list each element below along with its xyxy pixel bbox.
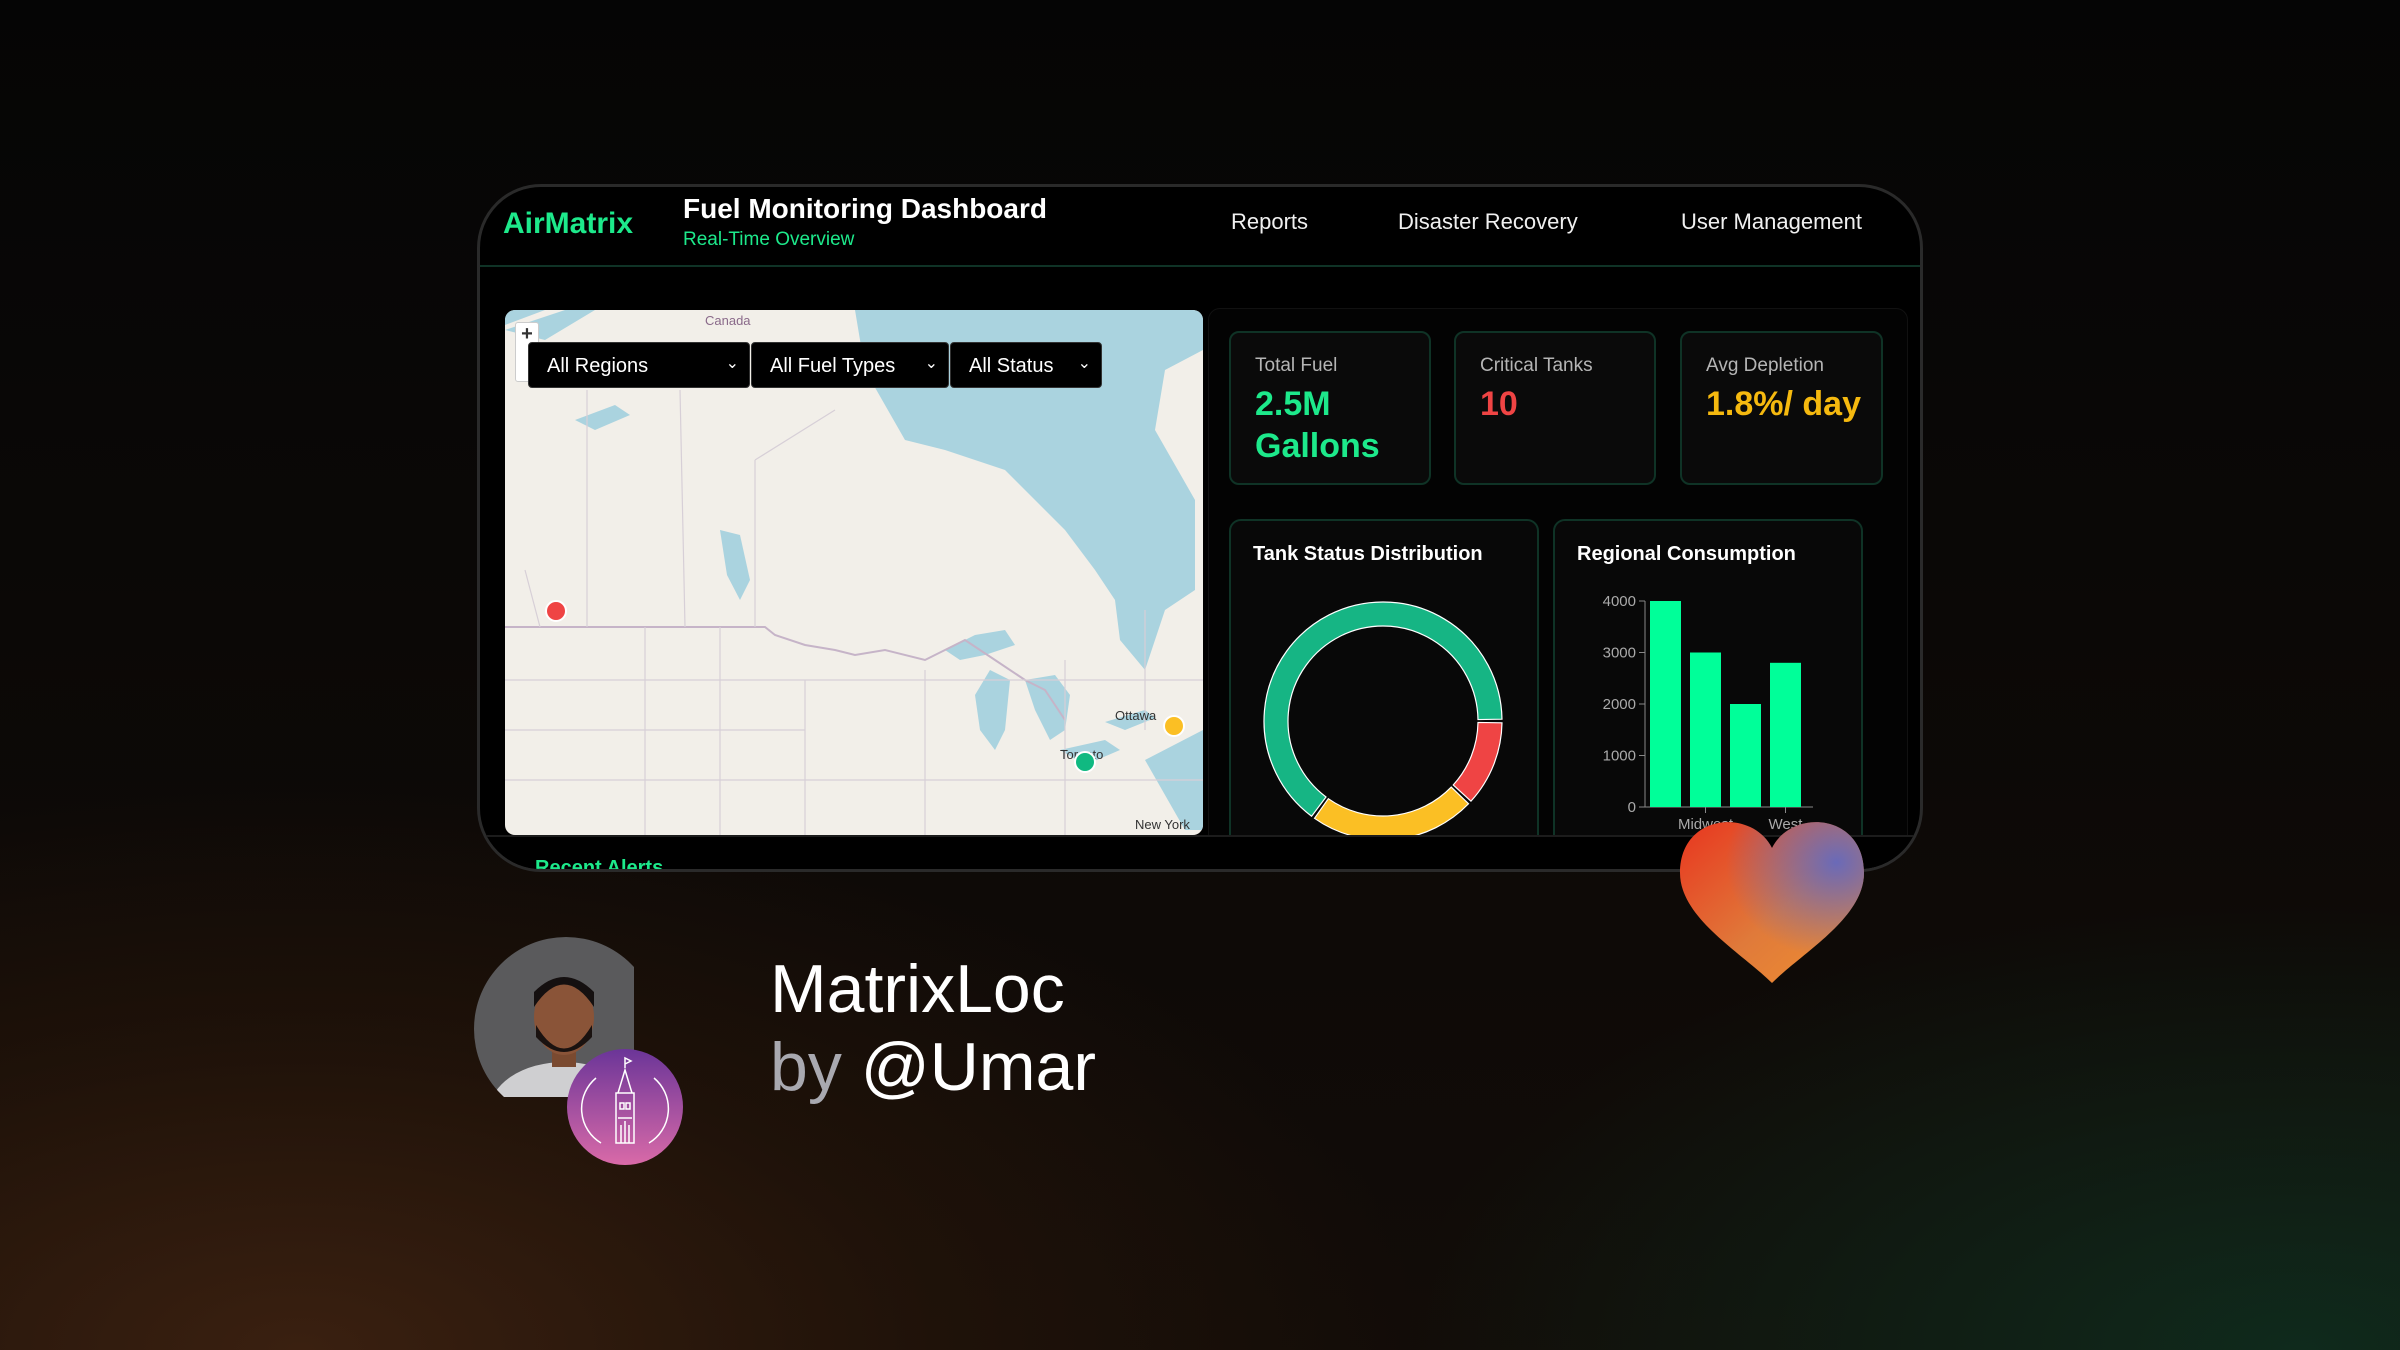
bar[interactable] (1650, 601, 1681, 807)
donut-slice[interactable] (1263, 601, 1503, 818)
regional-consumption-chart: Regional Consumption 0 1000 2000 3000 4000 Mi… (1553, 519, 1863, 859)
recent-alerts-heading: Recent Alerts (535, 857, 664, 872)
page-title: Fuel Monitoring Dashboard (683, 193, 1047, 224)
nav-reports[interactable]: Reports (1231, 209, 1309, 234)
bar[interactable] (1690, 652, 1721, 808)
stat-avg-depletion: Avg Depletion 1.8%/ day (1680, 331, 1883, 485)
stat-value: 2.5M Gallons (1255, 385, 1380, 465)
author-credit: by @Umar (770, 1028, 1096, 1106)
chevron-down-icon: ⌄ (725, 355, 739, 372)
stat-label: Critical Tanks (1480, 355, 1593, 376)
stat-label: Total Fuel (1255, 355, 1338, 376)
donut-slice[interactable] (1313, 786, 1470, 841)
y-tick-label: 3000 (1603, 645, 1636, 662)
tank-marker-normal[interactable] (1074, 751, 1096, 773)
y-tick-label: 4000 (1603, 593, 1636, 610)
by-label: by (770, 1029, 842, 1105)
bottom-band (480, 835, 1920, 869)
y-tick-label: 1000 (1603, 748, 1636, 765)
tank-marker-warning[interactable] (1163, 715, 1185, 737)
bar[interactable] (1730, 704, 1761, 807)
chevron-down-icon: ⌄ (1077, 355, 1091, 372)
map-label-new-york: New York (1135, 817, 1190, 832)
stat-value: 10 (1480, 385, 1518, 423)
chevron-down-icon: ⌄ (924, 355, 938, 372)
donut-slice[interactable] (1452, 721, 1503, 802)
nav-user-management[interactable]: User Management (1681, 209, 1862, 234)
map-tiles (505, 310, 1203, 835)
nav-disaster-recovery[interactable]: Disaster Recovery (1398, 209, 1578, 234)
plus-icon: + (521, 323, 533, 345)
region-select-value: All Regions (547, 355, 649, 377)
y-tick-label: 0 (1628, 799, 1636, 816)
region-select[interactable]: All Regions ⌄ (528, 342, 750, 388)
project-name: MatrixLoc (770, 951, 1065, 1027)
map-label-ottawa: Ottawa (1115, 708, 1157, 723)
chart-title: Regional Consumption (1577, 543, 1796, 565)
stats-panel: Total Fuel 2.5M Gallons Critical Tanks 10 … (1208, 308, 1908, 868)
page-subtitle: Real-Time Overview (683, 229, 855, 250)
heart-icon (1680, 822, 1864, 983)
status-select-value: All Status (969, 355, 1054, 377)
logo: AirMatrix (503, 207, 634, 240)
fuel-type-select[interactable]: All Fuel Types ⌄ (751, 342, 949, 388)
map[interactable]: + Canada Ottawa Toronto New York All Reg… (505, 310, 1203, 835)
header-divider (480, 265, 1920, 267)
bar[interactable] (1770, 662, 1801, 807)
stat-critical-tanks: Critical Tanks 10 (1454, 331, 1656, 485)
tank-marker-critical[interactable] (545, 600, 567, 622)
author-handle: @Umar (860, 1029, 1096, 1105)
y-tick-label: 2000 (1603, 696, 1636, 713)
badge-tower-icon (567, 1049, 683, 1165)
tank-status-chart: Tank Status Distribution (1229, 519, 1539, 859)
map-label-canada: Canada (705, 313, 751, 328)
chart-title: Tank Status Distribution (1253, 543, 1483, 565)
stat-value: 1.8%/ day (1706, 385, 1861, 423)
stat-total-fuel: Total Fuel 2.5M Gallons (1229, 331, 1431, 485)
stat-label: Avg Depletion (1706, 355, 1824, 376)
fuel-type-select-value: All Fuel Types (770, 355, 896, 377)
dashboard-window: AirMatrix Fuel Monitoring Dashboard Real… (477, 184, 1923, 872)
donut-chart (1263, 601, 1503, 841)
status-select[interactable]: All Status ⌄ (950, 342, 1102, 388)
